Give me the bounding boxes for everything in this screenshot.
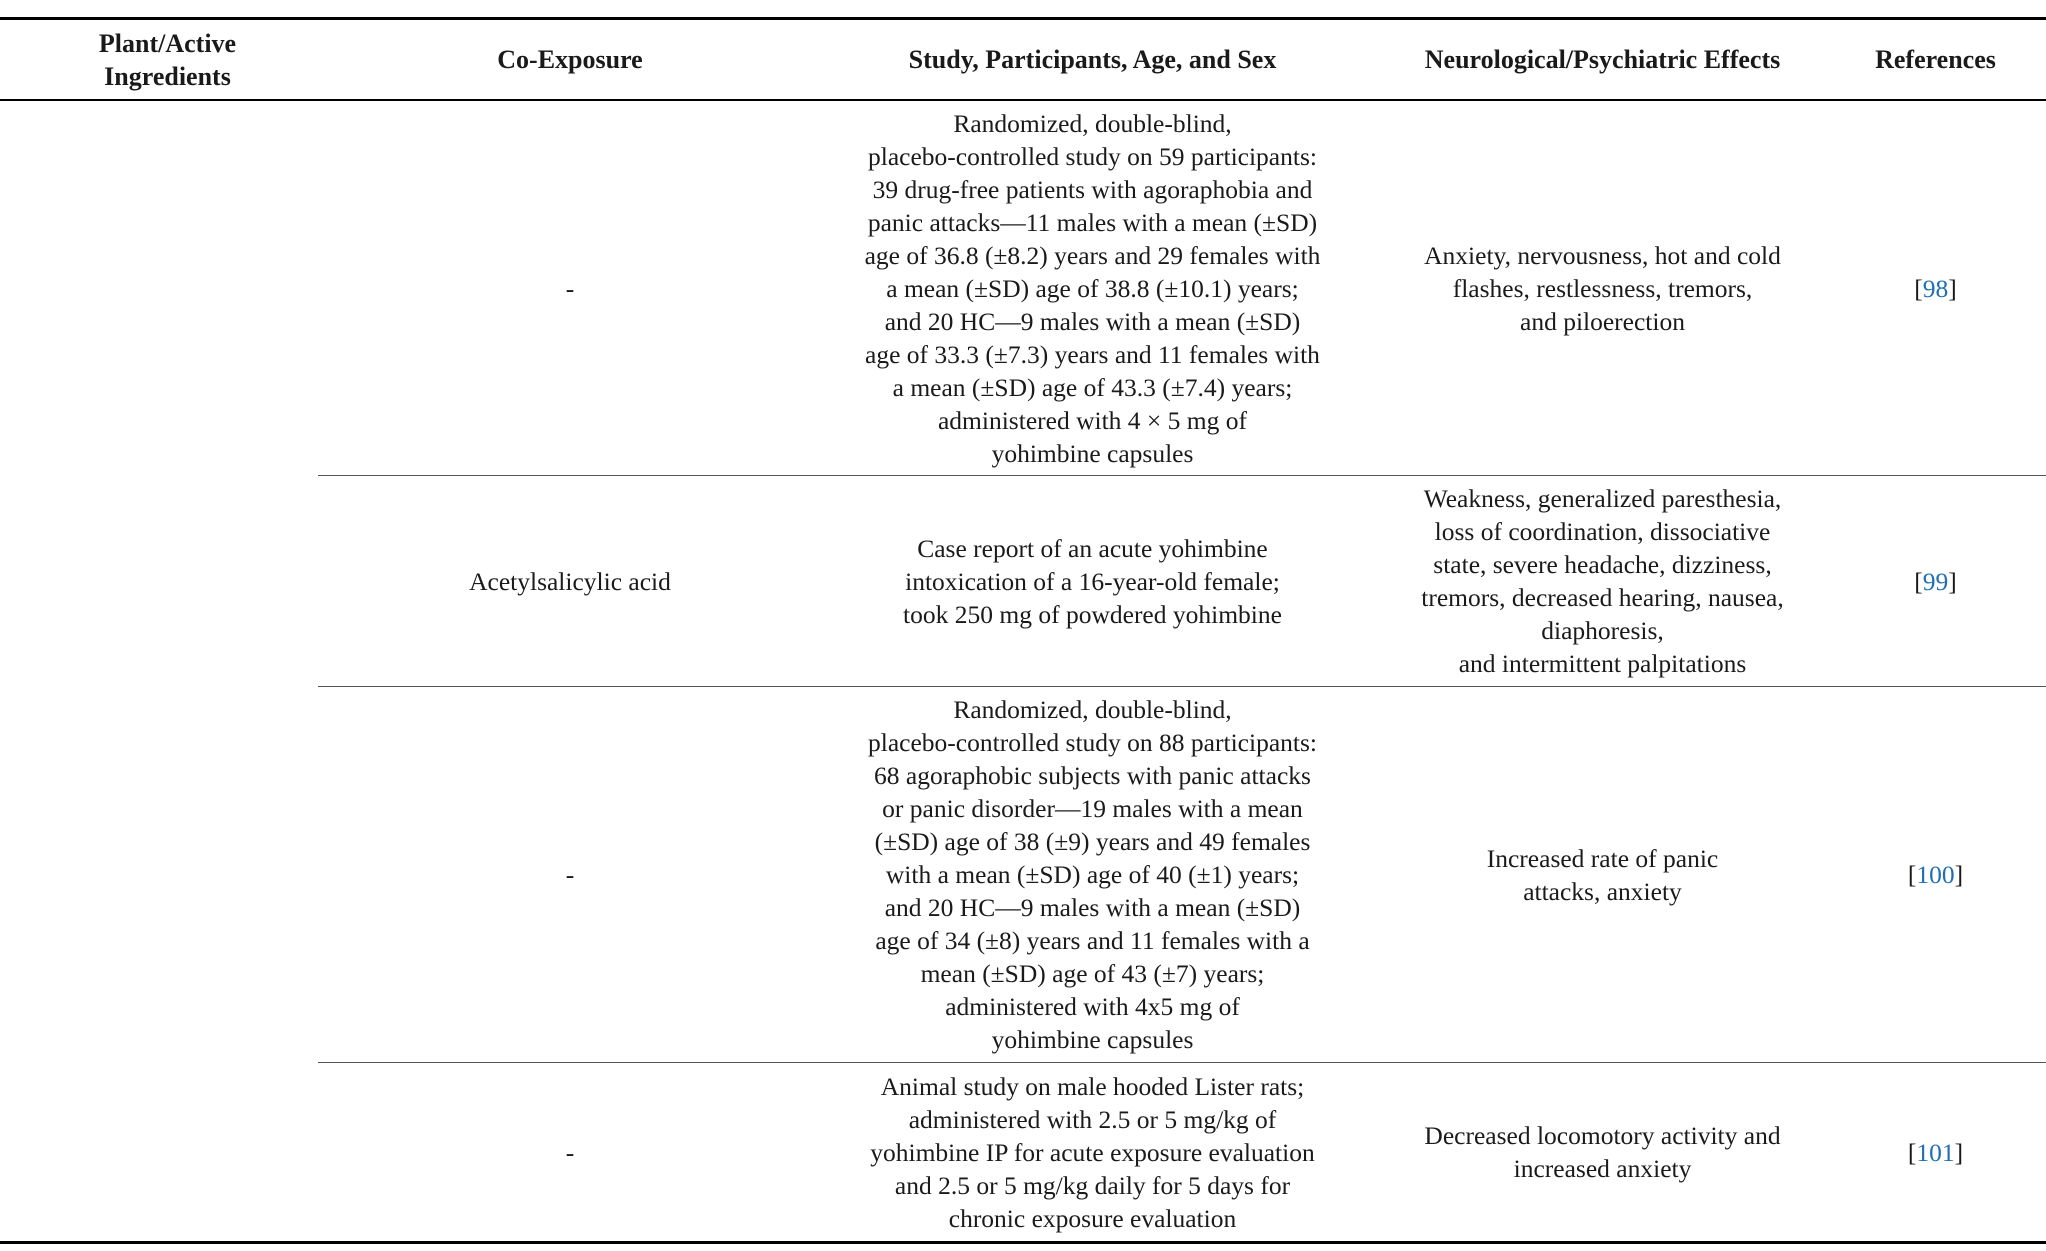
reference-link[interactable]: 101	[1916, 1137, 1955, 1167]
cell-plant	[0, 101, 335, 475]
row-divider	[318, 1062, 2046, 1063]
reference-link[interactable]: 99	[1922, 566, 1949, 596]
ref-bracket: [	[1907, 860, 1917, 889]
cell-study: Animal study on male hooded Lister rats;…	[870, 1071, 1315, 1233]
ref-bracket: ]	[1948, 273, 1957, 303]
table-top-rule	[0, 17, 2046, 20]
cell-effects: Decreased locomotory activity and increa…	[1424, 1121, 1781, 1183]
ref-bracket: ]	[1948, 566, 1957, 596]
header-plant: Plant/Active Ingredients	[98, 28, 237, 91]
header-bottom-rule	[0, 99, 2046, 101]
cell-effects: Increased rate of panic attacks, anxiety	[1486, 843, 1719, 906]
cell-study: Randomized, double-blind, placebo-contro…	[864, 108, 1321, 468]
row-divider	[318, 686, 2046, 687]
cell-plant	[0, 687, 335, 1062]
cell-reference: [98]	[1825, 101, 2046, 475]
ref-bracket: ]	[1954, 1137, 1964, 1167]
cell-reference: [100]	[1825, 687, 2046, 1062]
cell-plant	[0, 1063, 335, 1241]
table-bottom-rule	[0, 1241, 2046, 1244]
header-coexposure: Co-Exposure	[497, 45, 643, 74]
reference-link[interactable]: 100	[1916, 860, 1955, 889]
cell-study: Case report of an acute yohimbine intoxi…	[903, 533, 1282, 629]
header-effects: Neurological/Psychiatric Effects	[1424, 45, 1781, 74]
cell-coexposure: -	[565, 273, 575, 303]
cell-plant	[0, 476, 335, 686]
cell-coexposure: -	[565, 860, 575, 889]
ref-bracket: [	[1907, 1137, 1917, 1167]
row-divider	[318, 475, 2046, 476]
reference-link[interactable]: 98	[1922, 273, 1949, 303]
cell-study: Randomized, double-blind, placebo-contro…	[868, 695, 1317, 1054]
cell-reference: [99]	[1825, 476, 2046, 686]
cell-coexposure: -	[565, 1137, 575, 1167]
ref-bracket: ]	[1954, 860, 1964, 889]
cell-effects: Weakness, generalized paresthesia, loss …	[1421, 484, 1784, 678]
cell-reference: [101]	[1825, 1063, 2046, 1241]
cell-effects: Anxiety, nervousness, hot and cold flash…	[1424, 240, 1781, 336]
cell-coexposure: Acetylsalicylic acid	[469, 566, 671, 596]
ref-bracket: [	[1914, 273, 1923, 303]
ref-bracket: [	[1914, 566, 1923, 596]
header-study: Study, Participants, Age, and Sex	[908, 45, 1277, 74]
header-references: References	[1875, 45, 1996, 74]
